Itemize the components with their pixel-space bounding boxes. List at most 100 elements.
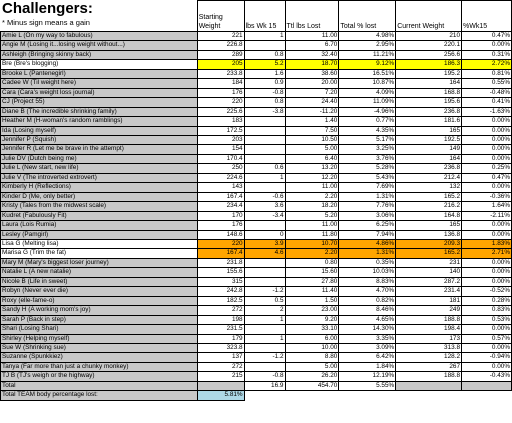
lbs-week-cell[interactable]: [243, 40, 286, 51]
total-pct-lost-cell[interactable]: 4.09%: [338, 87, 397, 99]
current-weight-cell[interactable]: 181: [395, 295, 463, 307]
pct-week-cell[interactable]: 0.55%: [461, 78, 512, 89]
starting-weight-cell[interactable]: 234.4: [196, 201, 245, 212]
total-lbs-lost-cell[interactable]: 23.00: [284, 305, 340, 316]
starting-weight-cell[interactable]: 250: [196, 163, 245, 174]
participant-name-cell[interactable]: Natalie L (A new natalie): [0, 267, 198, 278]
starting-weight-cell[interactable]: 205: [196, 59, 245, 70]
starting-weight-cell[interactable]: 143: [196, 182, 245, 193]
total-lbs-lost-cell[interactable]: 6.00: [284, 333, 340, 344]
col-header-total-pct-lost[interactable]: Total % lost: [338, 0, 397, 32]
participant-name-cell[interactable]: TJ B (TJ's weigh or the highway): [0, 371, 198, 382]
total-pct-lost-cell[interactable]: 11.21%: [338, 49, 397, 61]
participant-name-cell[interactable]: Shari (Losing Shari): [0, 324, 198, 335]
total-lbs-lost-cell[interactable]: 7.50: [284, 125, 340, 137]
total-lbs-lost-cell[interactable]: 26.20: [284, 371, 340, 382]
total-lbs-lost-cell[interactable]: 8.80: [284, 352, 340, 363]
total-lbs-lost-cell[interactable]: 24.40: [284, 97, 340, 108]
participant-name-cell[interactable]: Suzanne (Spunkkiez): [0, 352, 198, 363]
starting-weight-cell[interactable]: 231.8: [196, 257, 245, 269]
participant-name-cell[interactable]: Heather M (H-woman's random ramblings): [0, 116, 198, 127]
current-weight-cell[interactable]: 195.6: [395, 97, 463, 108]
total-pct-lost-cell[interactable]: 10.87%: [338, 78, 397, 89]
pct-week-cell[interactable]: 0.00%: [461, 361, 512, 373]
lbs-week-cell[interactable]: 5.2: [243, 59, 286, 70]
current-weight-cell[interactable]: 231: [395, 257, 463, 269]
total-pct-lost-cell[interactable]: 16.51%: [338, 68, 397, 80]
total-lbs-lost-cell[interactable]: 12.20: [284, 172, 340, 184]
participant-name-cell[interactable]: Angie M (Losing it...losing weight witho…: [0, 40, 198, 51]
total-pct-lost-cell[interactable]: 0.77%: [338, 116, 397, 127]
participant-name-cell[interactable]: Sandy H (A working mom's joy): [0, 305, 198, 316]
participant-name-cell[interactable]: Cadee W (Til weight here): [0, 78, 198, 89]
total-lbs-week-cell[interactable]: 16.9: [243, 380, 286, 392]
participant-name-cell[interactable]: Marisa G (Trim the fat): [0, 248, 198, 259]
pct-week-cell[interactable]: 0.53%: [461, 314, 512, 326]
current-weight-cell[interactable]: 164: [395, 153, 463, 165]
pct-week-cell[interactable]: 0.47%: [461, 30, 512, 42]
participant-name-cell[interactable]: Nicole B (Life in sweet): [0, 276, 198, 288]
col-header-lbs-wk[interactable]: lbs Wk 15: [243, 0, 286, 32]
total-lbs-lost-cell[interactable]: 38.60: [284, 68, 340, 80]
current-weight-cell[interactable]: 287.2: [395, 276, 463, 288]
starting-weight-cell[interactable]: 221: [196, 30, 245, 42]
current-weight-cell[interactable]: 198.4: [395, 324, 463, 335]
total-lbs-lost-cell[interactable]: 1.50: [284, 295, 340, 307]
pct-week-cell[interactable]: 0.00%: [461, 257, 512, 269]
pct-week-cell[interactable]: 0.83%: [461, 305, 512, 316]
pct-week-cell[interactable]: -0.52%: [461, 286, 512, 297]
participant-name-cell[interactable]: Lisa G (Melting lisa): [0, 238, 198, 250]
lbs-week-cell[interactable]: [243, 267, 286, 278]
starting-weight-cell[interactable]: 172.5: [196, 125, 245, 137]
starting-weight-cell[interactable]: 315: [196, 276, 245, 288]
total-lbs-lost-cell[interactable]: 11.00: [284, 30, 340, 42]
total-lbs-lost-cell[interactable]: 0.80: [284, 257, 340, 269]
lbs-week-cell[interactable]: -1.2: [243, 352, 286, 363]
total-lbs-lost-cell[interactable]: 6.70: [284, 40, 340, 51]
pct-week-cell[interactable]: 0.25%: [461, 163, 512, 174]
total-lbs-lost-cell[interactable]: 18.20: [284, 201, 340, 212]
lbs-week-cell[interactable]: 3.9: [243, 238, 286, 250]
total-pct-lost-cell[interactable]: 14.30%: [338, 324, 397, 335]
total-lbs-lost-cell[interactable]: 27.80: [284, 276, 340, 288]
pct-week-cell[interactable]: 0.57%: [461, 333, 512, 344]
pct-week-cell[interactable]: 0.00%: [461, 276, 512, 288]
lbs-week-cell[interactable]: [243, 125, 286, 137]
participant-name-cell[interactable]: Sue W (Shrinking sue): [0, 342, 198, 354]
lbs-week-cell[interactable]: 0.5: [243, 295, 286, 307]
starting-weight-cell[interactable]: 167.4: [196, 248, 245, 259]
total-lbs-lost-cell[interactable]: 5.00: [284, 361, 340, 373]
lbs-week-cell[interactable]: -0.8: [243, 87, 286, 99]
total-pct-lost-cell[interactable]: 4.70%: [338, 286, 397, 297]
total-current-cell[interactable]: [395, 380, 463, 392]
pct-week-cell[interactable]: 1.83%: [461, 238, 512, 250]
current-weight-cell[interactable]: 313.8: [395, 342, 463, 354]
participant-name-cell[interactable]: CJ (Project 55): [0, 97, 198, 108]
total-pct-week-cell[interactable]: [461, 380, 512, 392]
lbs-week-cell[interactable]: [243, 342, 286, 354]
total-pct-lost-cell[interactable]: 1.84%: [338, 361, 397, 373]
total-pct-lost-cell[interactable]: 4.65%: [338, 314, 397, 326]
col-header-starting-weight[interactable]: Starting Weight: [196, 0, 245, 32]
total-pct-lost-cell[interactable]: 4.98%: [338, 30, 397, 42]
current-weight-cell[interactable]: 231.4: [395, 286, 463, 297]
total-lbs-lost-cell[interactable]: 9.20: [284, 314, 340, 326]
lbs-week-cell[interactable]: [243, 324, 286, 335]
current-weight-cell[interactable]: 181.6: [395, 116, 463, 127]
total-pct-lost-cell[interactable]: 0.35%: [338, 257, 397, 269]
col-header-pct-wk[interactable]: %Wk15: [461, 0, 512, 32]
total-lbs-lost-cell[interactable]: 11.80: [284, 229, 340, 240]
pct-week-cell[interactable]: 0.00%: [461, 153, 512, 165]
current-weight-cell[interactable]: 192.5: [395, 134, 463, 146]
total-lbs-lost-cell[interactable]: 33.10: [284, 324, 340, 335]
current-weight-cell[interactable]: 165.2: [395, 191, 463, 203]
lbs-week-cell[interactable]: -3.8: [243, 106, 286, 118]
participant-name-cell[interactable]: Lesley (Pamgirl): [0, 229, 198, 240]
lbs-week-cell[interactable]: 1: [243, 333, 286, 344]
starting-weight-cell[interactable]: 233.8: [196, 68, 245, 80]
total-lbs-lost-cell[interactable]: 2.20: [284, 191, 340, 203]
current-weight-cell[interactable]: 136.8: [395, 229, 463, 240]
total-pct-lost-cell[interactable]: 3.09%: [338, 342, 397, 354]
starting-weight-cell[interactable]: 183: [196, 116, 245, 127]
participant-name-cell[interactable]: Shirley (Helping myself): [0, 333, 198, 344]
